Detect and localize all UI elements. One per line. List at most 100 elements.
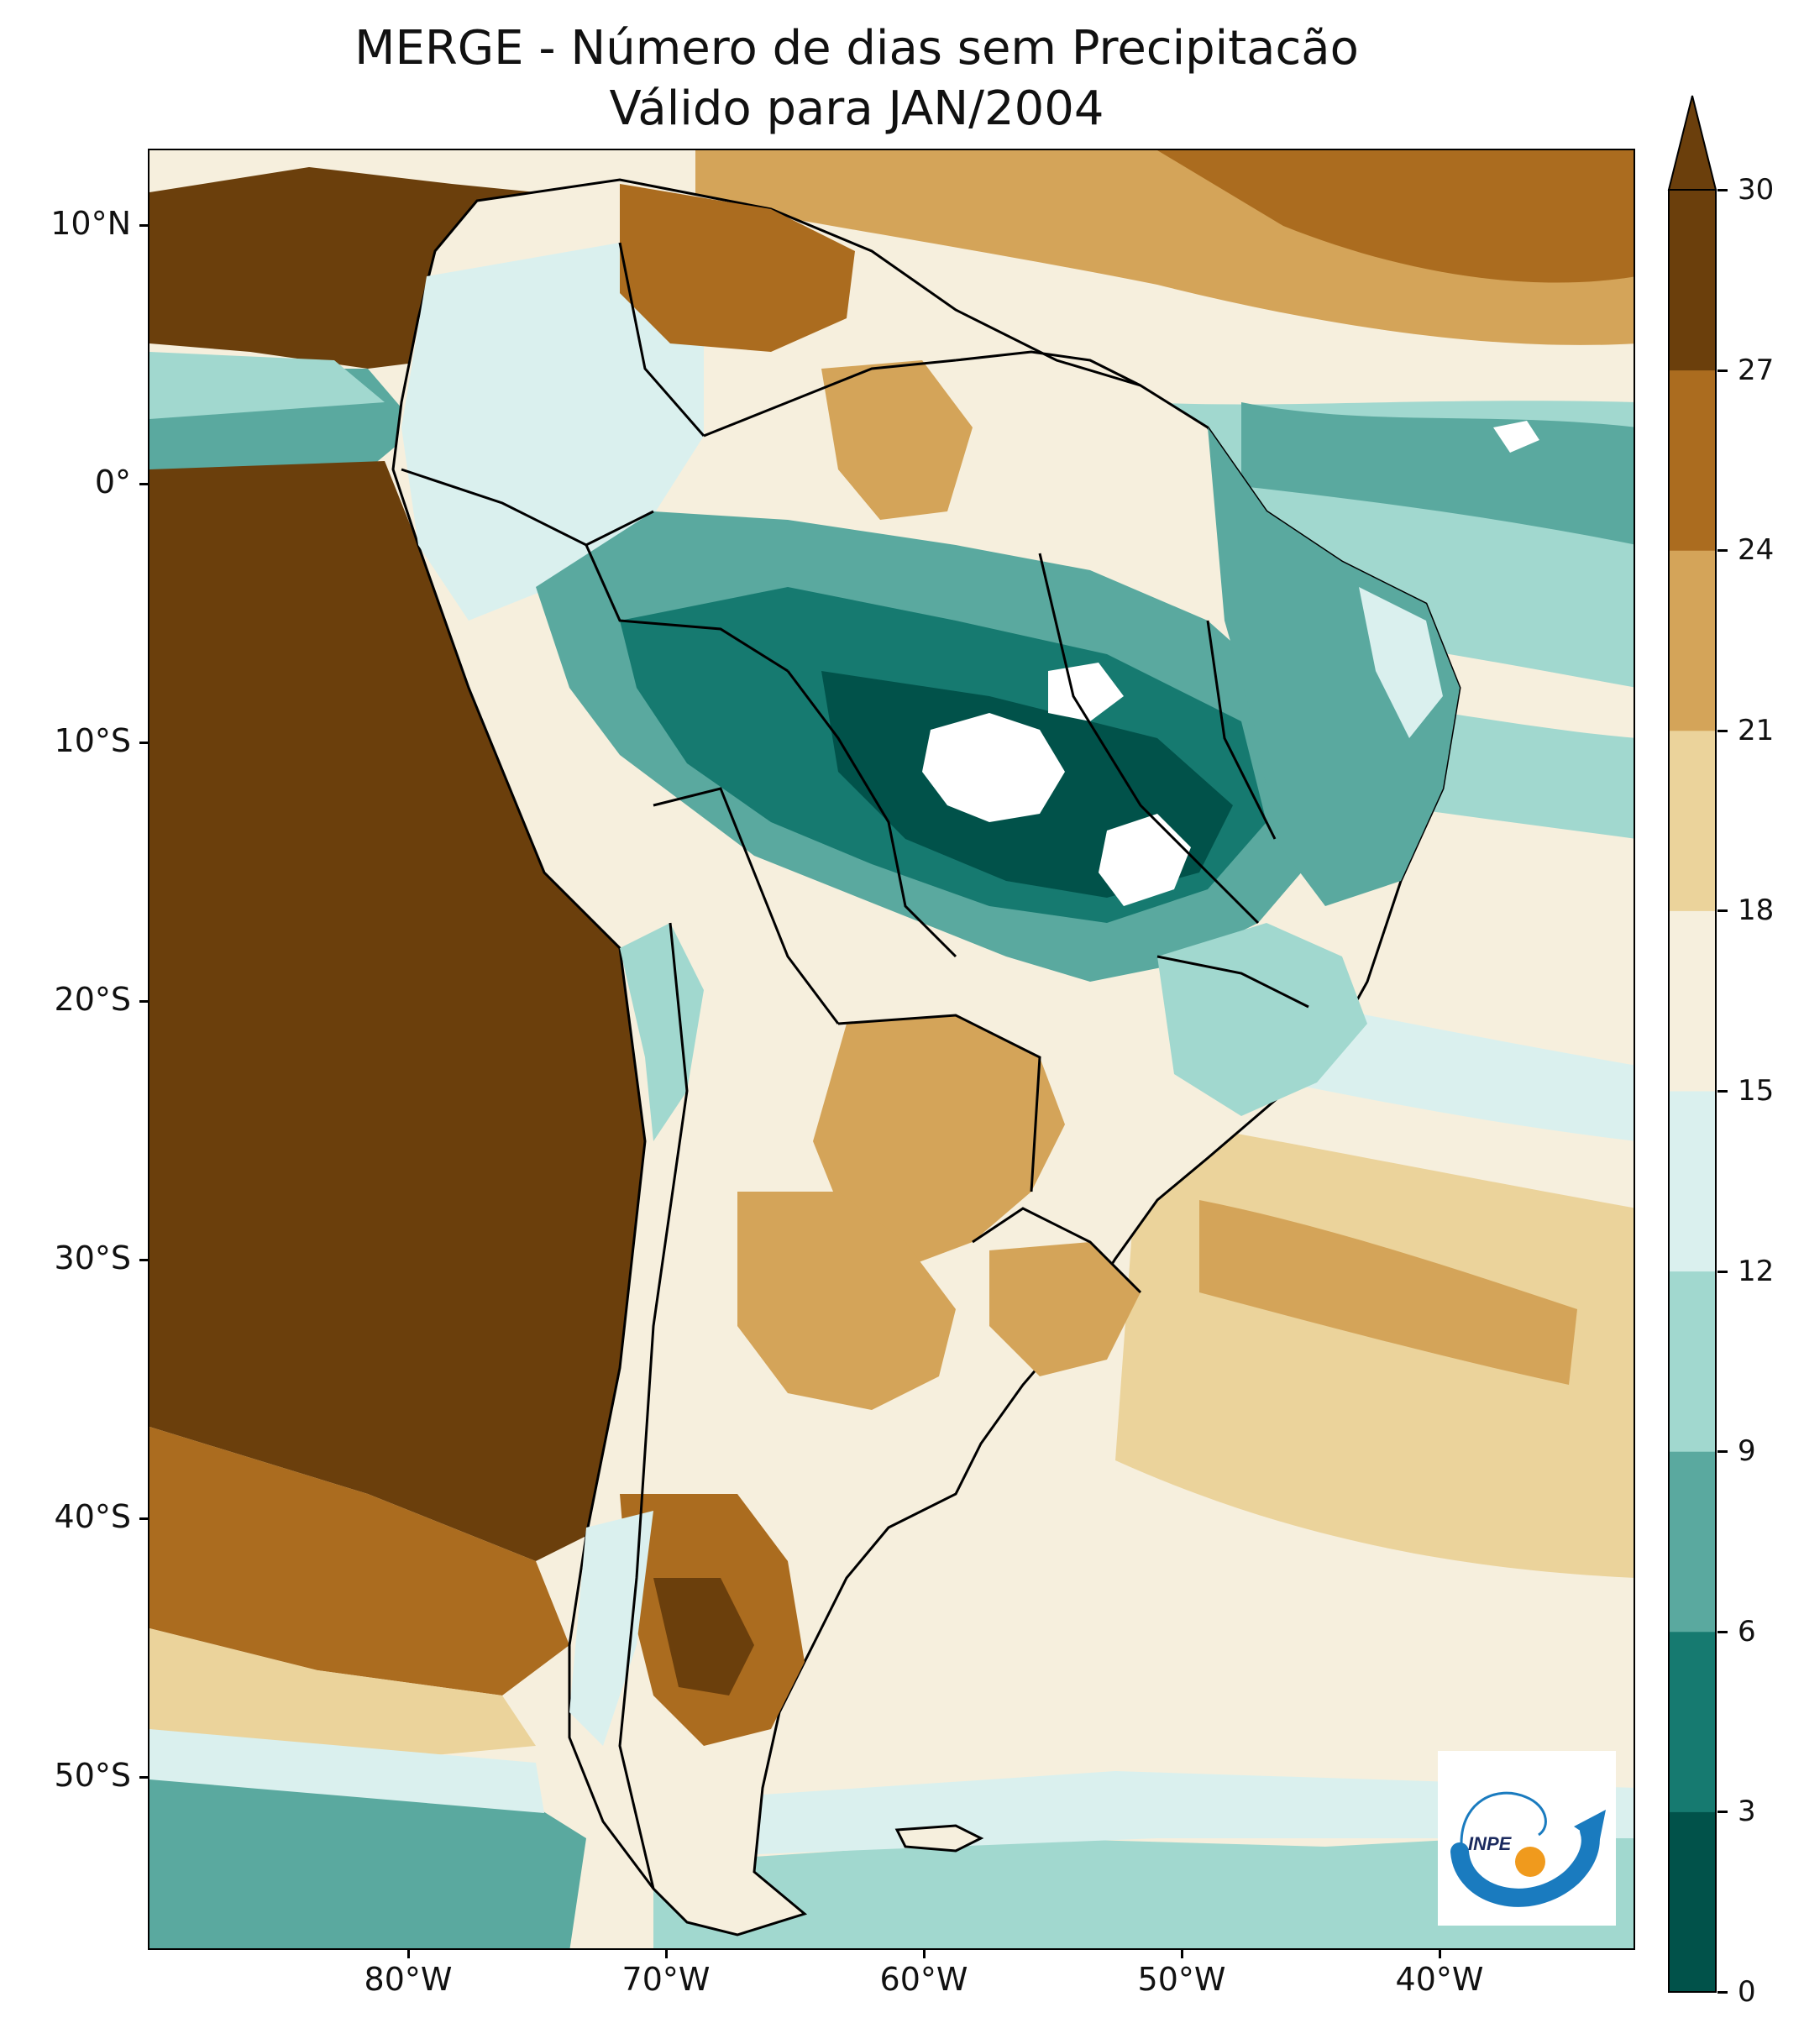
lat-label-20s: 20°S <box>54 981 131 1018</box>
colorbar-bin <box>1669 730 1716 911</box>
paraguay-dry-zone <box>813 1015 1065 1267</box>
lon-label-60w: 60°W <box>879 1961 968 1998</box>
south-atlantic-dry-patch <box>1199 1200 1577 1385</box>
lon-label-40w: 40°W <box>1395 1961 1484 1998</box>
guiana-dry-zone <box>821 360 973 520</box>
brazil-state-border <box>1156 955 1309 1009</box>
colorbar-tick <box>1717 1450 1728 1454</box>
colorbar-tick <box>1717 369 1728 372</box>
inpe-logo-graphic: INPE <box>1450 1791 1606 1907</box>
northeast-coast-zone <box>1359 587 1443 738</box>
colorbar-bin <box>1669 1451 1716 1633</box>
colorbar-tick <box>1717 1630 1728 1633</box>
colorbar-bin <box>1669 190 1716 371</box>
patagonia-very-dry-core <box>653 1578 754 1695</box>
colorbar-tick-label: 21 <box>1738 713 1775 747</box>
colorbar-bin <box>1669 1271 1716 1452</box>
lat-label-10s: 10°S <box>54 722 131 759</box>
colorbar-extend-arrow <box>1667 95 1717 191</box>
lat-tick <box>139 1776 149 1779</box>
map-subtitle: Válido para JAN/2004 <box>609 81 1104 136</box>
lat-tick <box>139 483 149 485</box>
no-data-patch <box>1099 814 1191 906</box>
map-canvas <box>149 150 1634 1948</box>
colombia-wet-zone <box>401 243 704 621</box>
brazil-state-border <box>1038 553 1260 925</box>
colorbar-bin <box>1669 550 1716 731</box>
argentina-north-dry-zone <box>737 1192 956 1410</box>
colorbar-tick-label: 6 <box>1738 1614 1756 1648</box>
lat-label-0: 0° <box>94 464 131 501</box>
colorbar-outline <box>1668 189 1717 1993</box>
lat-tick <box>139 1259 149 1261</box>
lon-tick <box>665 1948 668 1958</box>
lat-tick <box>139 224 149 227</box>
colorbar-graphic <box>1667 95 1717 1993</box>
bolivia-brazil-border <box>786 670 957 958</box>
colorbar-tick <box>1717 1090 1728 1093</box>
no-data-patch <box>922 713 1065 822</box>
lon-label-80w: 80°W <box>364 1961 453 1998</box>
inpe-logo: INPE <box>1438 1751 1616 1926</box>
pacific-very-dry-zone <box>149 461 645 1561</box>
colorbar-bin <box>1669 1631 1716 1812</box>
guianas-border <box>955 350 1141 387</box>
pacific-moderate-zone <box>149 1628 536 1763</box>
colorbar-tick-label: 27 <box>1738 353 1775 387</box>
colorbar-tick <box>1717 1811 1728 1814</box>
lat-tick <box>139 1517 149 1520</box>
paraguay-border <box>837 1014 1041 1192</box>
colorbar-tick <box>1717 549 1728 553</box>
falkland-islands <box>894 1824 984 1853</box>
colorbar-tick-label: 15 <box>1738 1074 1775 1108</box>
lat-label-40s: 40°S <box>54 1498 131 1535</box>
southern-pacific-edge <box>149 1729 544 1813</box>
colorbar-tick-label: 30 <box>1738 173 1775 207</box>
colorbar-tick-label: 9 <box>1738 1434 1756 1469</box>
colorbar-tick <box>1717 729 1728 732</box>
colorbar-tick-label: 0 <box>1738 1975 1756 2009</box>
pacific-itcz-edge <box>149 352 385 419</box>
colorbar-bin <box>1669 369 1716 551</box>
lon-tick <box>407 1948 410 1958</box>
andes-wet-strip <box>620 923 704 1141</box>
colorbar-bin <box>1669 910 1716 1092</box>
colombia-venezuela-border <box>618 242 705 437</box>
lon-tick <box>923 1948 926 1958</box>
bolivia-peru-chile-border <box>653 787 840 1025</box>
colorbar-tick <box>1717 1270 1728 1273</box>
colorbar-tick <box>1717 1991 1728 1994</box>
ecuador-peru-border <box>401 468 654 547</box>
colorbar-tick-label: 3 <box>1738 1795 1756 1829</box>
chile-argentina-border <box>618 922 689 1889</box>
colorbar <box>1667 92 1717 1994</box>
country-borders <box>401 242 1309 1889</box>
colorbar-tick <box>1717 909 1728 913</box>
colorbar-tick-label: 18 <box>1738 894 1775 928</box>
uruguay-dry-zone <box>989 1242 1141 1376</box>
uruguay-border <box>972 1207 1142 1294</box>
lon-label-50w: 50°W <box>1137 1961 1226 1998</box>
inpe-logo-text: INPE <box>1468 1833 1513 1854</box>
colorbar-tick-label: 24 <box>1738 533 1775 568</box>
precipitation-map <box>148 149 1635 1950</box>
no-data-patch <box>1493 421 1539 453</box>
southern-atlantic-wet-zone <box>653 1830 1634 1948</box>
northeast-brazil-wet-zone <box>1208 427 1460 906</box>
brazil-north-border <box>703 359 957 438</box>
lat-tick <box>139 742 149 744</box>
colorbar-bin <box>1669 1091 1716 1272</box>
lat-label-10n: 10°N <box>50 205 131 242</box>
colorbar-tick <box>1717 189 1728 191</box>
lon-tick <box>1439 1948 1441 1958</box>
brazil-state-border <box>1206 620 1277 840</box>
lat-label-30s: 30°S <box>54 1240 131 1276</box>
venezuela-dry-zone <box>620 184 855 352</box>
lat-label-50s: 50°S <box>54 1757 131 1794</box>
peru-brazil-border <box>585 544 789 673</box>
chile-south-wet-zone <box>569 1511 653 1746</box>
pacific-dry-transition <box>149 1427 569 1695</box>
north-atlantic-very-dry-zone <box>1157 150 1634 283</box>
colorbar-tick-label: 12 <box>1738 1254 1775 1288</box>
southeast-brazil-zone <box>1157 923 1367 1116</box>
